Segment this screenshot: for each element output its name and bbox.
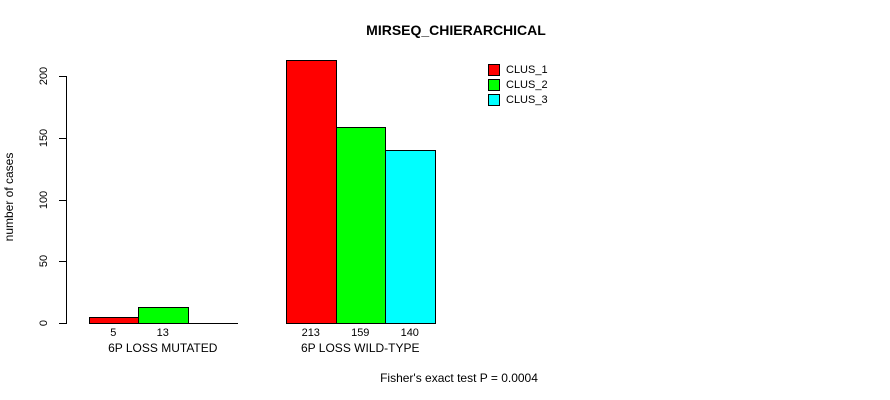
- bar-value-label: 159: [351, 327, 370, 339]
- y-axis-tick: [59, 137, 66, 139]
- bar-clus_3-zero: [187, 323, 238, 324]
- legend-item: CLUS_3: [488, 92, 548, 107]
- y-axis-tick-label: 0: [38, 319, 50, 327]
- bar-value-label: 213: [301, 327, 320, 339]
- chart-title: MIRSEQ_CHIERARCHICAL: [366, 22, 546, 38]
- bar-clus_2: [335, 127, 386, 324]
- bar-clus_1: [88, 317, 139, 324]
- y-axis-tick-label: 50: [38, 255, 50, 268]
- y-axis-tick: [59, 199, 66, 201]
- legend-label: CLUS_3: [506, 93, 548, 106]
- bar-clus_1: [286, 60, 337, 324]
- bar-value-label: 5: [110, 327, 117, 339]
- legend-swatch-icon: [488, 78, 500, 91]
- y-axis-tick-label: 200: [38, 67, 50, 86]
- legend: CLUS_1 CLUS_2 CLUS_3: [488, 62, 548, 107]
- legend-label: CLUS_2: [506, 78, 548, 91]
- legend-item: CLUS_1: [488, 62, 548, 77]
- bar-value-label: 140: [400, 327, 419, 339]
- bar-clus_3: [385, 150, 436, 324]
- legend-item: CLUS_2: [488, 77, 548, 92]
- y-axis-tick: [59, 76, 66, 78]
- annotation-text: Fisher's exact test P = 0.0004: [380, 371, 538, 385]
- y-axis-line: [66, 76, 67, 324]
- legend-label: CLUS_1: [506, 63, 548, 76]
- x-axis-category-label: 6P LOSS MUTATED: [108, 341, 218, 355]
- y-axis-tick-label: 100: [38, 190, 50, 209]
- bar-value-label: 13: [156, 327, 169, 339]
- legend-swatch-icon: [488, 93, 500, 106]
- bar-clus_2: [138, 307, 189, 324]
- x-axis-category-label: 6P LOSS WILD-TYPE: [301, 341, 420, 355]
- y-axis-tick: [59, 323, 66, 324]
- y-axis-tick: [59, 261, 66, 263]
- legend-swatch-icon: [488, 63, 500, 76]
- y-axis-tick-label: 150: [38, 128, 50, 148]
